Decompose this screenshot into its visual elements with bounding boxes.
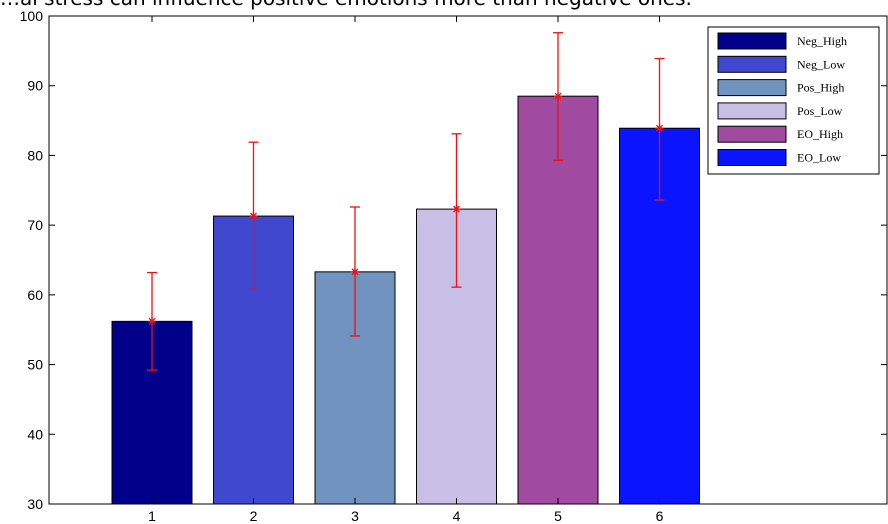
legend-swatch — [717, 55, 787, 73]
error-bars-layer — [147, 32, 665, 371]
legend: Neg_High Neg_Low Pos_High Pos_Low EO_High EO_… — [707, 26, 880, 175]
y-tick-label: 40 — [27, 426, 43, 442]
legend-label: EO_Low — [797, 151, 841, 165]
x-tick-label: 6 — [656, 508, 664, 524]
x-tick-label: 2 — [250, 508, 258, 524]
bars-layer — [111, 95, 700, 505]
x-tick-label: 4 — [453, 508, 461, 524]
mean-marker-d2 — [656, 124, 663, 132]
axes-layer: 30 40 50 60 70 80 90 100 1 2 3 4 5 6 — [20, 8, 888, 524]
error-bar-6 — [654, 57, 665, 201]
y-tick-label: 70 — [27, 217, 43, 233]
x-tick-label: 1 — [148, 508, 156, 524]
mean-marker-d2 — [453, 205, 460, 213]
legend-swatch — [717, 102, 787, 120]
mean-marker-d2 — [351, 268, 359, 276]
error-bar-4 — [451, 133, 462, 288]
mean-marker-d2 — [554, 92, 562, 100]
legend-swatch — [717, 79, 787, 97]
y-tick-label: 30 — [27, 496, 43, 512]
legend-label: Neg_High — [797, 34, 847, 48]
legend-swatch — [717, 149, 787, 166]
plot-frame — [48, 15, 888, 505]
y-tick-label: 100 — [20, 8, 44, 24]
y-tick-label: 80 — [27, 147, 43, 163]
x-tick-label: 5 — [554, 508, 562, 524]
mean-marker-d2 — [250, 212, 257, 220]
y-tick-label: 90 — [27, 78, 43, 94]
legend-swatch — [717, 32, 787, 50]
legend-label: EO_High — [797, 127, 843, 141]
legend-swatch — [717, 125, 787, 143]
legend-label: Pos_Low — [797, 104, 843, 118]
error-bar-1 — [147, 271, 157, 371]
chart-title: …al stress can influence positive emotio… — [0, 0, 888, 16]
error-bar-3 — [350, 206, 360, 337]
legend-label: Neg_Low — [797, 57, 845, 71]
legend-label: Pos_High — [797, 81, 844, 95]
mean-marker-d2 — [148, 317, 156, 325]
y-tick-label: 50 — [27, 357, 43, 373]
x-tick-label: 3 — [351, 508, 359, 524]
error-bar-5 — [553, 32, 563, 161]
error-bar-2 — [248, 141, 259, 290]
y-tick-label: 60 — [27, 287, 43, 303]
